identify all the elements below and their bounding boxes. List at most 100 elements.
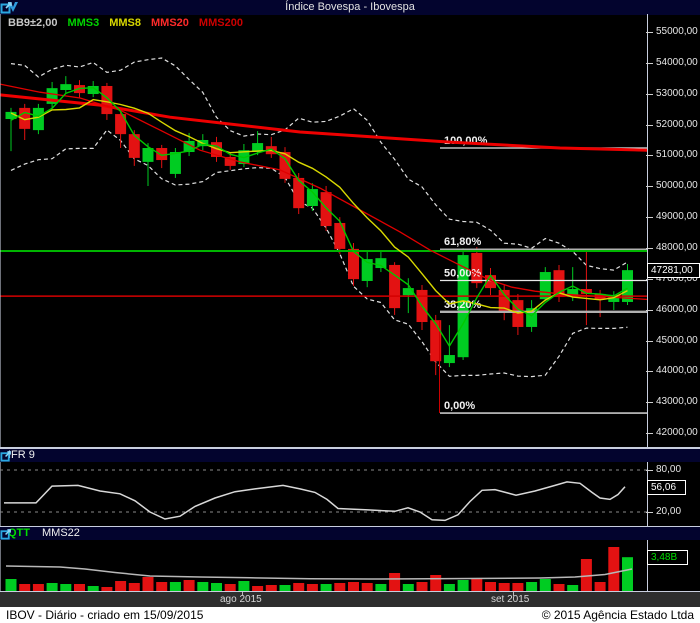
candlestick — [211, 142, 222, 157]
fib-label: 61,80% — [444, 236, 482, 248]
candlestick — [156, 148, 168, 161]
price-tick-label: 52000,00 — [656, 118, 698, 130]
price-tick-label: 47000,00 — [656, 272, 698, 284]
axis-tick — [646, 402, 653, 404]
price-tick-label: 55000,00 — [656, 26, 698, 37]
rsi-tick-label: 20,00 — [656, 506, 682, 517]
candlestick — [5, 111, 17, 120]
fib-label: 50,00% — [444, 268, 482, 280]
mms200-line — [0, 93, 649, 152]
volume-bar — [128, 583, 140, 592]
volume-bar — [142, 577, 154, 592]
candlestick — [46, 88, 58, 104]
volume-bar — [416, 582, 428, 592]
candlestick — [608, 294, 620, 302]
candlestick — [622, 270, 633, 302]
candlestick — [457, 255, 469, 358]
volume-bar — [471, 578, 483, 592]
volume-bar — [101, 587, 113, 592]
volume-bar — [265, 585, 277, 592]
legend-item: MMS3 — [67, 17, 100, 29]
candlestick — [348, 248, 359, 280]
volume-bar — [430, 575, 442, 592]
price-tick-label: 53000,00 — [656, 87, 698, 99]
volume-bar — [115, 581, 127, 592]
date-tick — [513, 592, 514, 596]
mms20-line — [0, 83, 649, 301]
volume-bar — [306, 584, 318, 592]
legend-item: MMS200 — [198, 17, 243, 29]
rsi-tick-label: 80,00 — [656, 464, 682, 475]
volume-bar — [46, 583, 58, 592]
volume-bar — [375, 584, 387, 592]
candlestick — [580, 289, 592, 294]
price-tick-label: 54000,00 — [656, 56, 698, 68]
volume-bar — [594, 582, 606, 592]
axis-tick — [646, 247, 653, 249]
main-price-chart: 100,00%61,80%50,00%38,20%0,00% — [0, 57, 649, 414]
axis-tick — [646, 93, 653, 95]
volume-bar — [512, 583, 524, 592]
volume-bar — [238, 581, 250, 592]
candlestick — [375, 258, 387, 269]
price-tick-label: 43000,00 — [656, 396, 698, 408]
date-tick-label: set 2015 — [491, 594, 530, 605]
candlestick — [539, 272, 551, 300]
axis-tick — [646, 433, 653, 435]
axis-tick — [646, 155, 653, 157]
candlestick — [60, 84, 72, 91]
candlestick — [443, 355, 455, 364]
candlestick — [224, 156, 236, 166]
volume-bar — [539, 579, 551, 592]
candlestick — [87, 85, 99, 95]
candlestick — [320, 192, 332, 227]
date-tick — [242, 592, 243, 596]
bollinger-upper-band — [10, 57, 628, 271]
volume-bar — [526, 582, 538, 592]
price-tick-label: 45000,00 — [656, 334, 698, 346]
external-link-icon[interactable] — [0, 528, 12, 540]
volume-bar — [293, 583, 305, 592]
candlestick — [430, 320, 442, 362]
candlestick — [169, 152, 181, 174]
volume-bar — [279, 585, 291, 592]
legend-item: MMS20 — [151, 17, 189, 29]
volume-bar — [567, 585, 579, 592]
axis-tick — [646, 340, 653, 342]
axis-tick — [646, 512, 653, 513]
ifr-value-box: 56,06 — [647, 480, 686, 495]
axis-tick — [646, 62, 653, 64]
volume-bar — [252, 586, 264, 592]
axis-tick — [646, 124, 653, 126]
external-link-icon[interactable] — [0, 450, 12, 462]
left-border — [0, 14, 1, 592]
panel-divider — [0, 447, 700, 448]
qtt-mms-label: MMS22 — [42, 527, 80, 539]
volume-bar — [87, 586, 99, 592]
candlestick — [526, 308, 538, 327]
candlestick — [402, 288, 414, 296]
ifr-panel-header: IFR 9 — [0, 448, 700, 462]
candlestick — [183, 140, 195, 153]
candlestick — [32, 107, 44, 131]
candlestick — [498, 289, 510, 313]
external-link-icon[interactable] — [0, 1, 13, 14]
candlestick — [306, 189, 318, 207]
volume-mms22-line — [5, 565, 633, 580]
qtt-label: QTT — [8, 527, 30, 539]
ifr-rsi-chart — [0, 469, 648, 522]
volume-value-box: 3,48B — [647, 550, 688, 565]
panel-divider — [0, 526, 700, 527]
price-tick-label: 42000,00 — [656, 427, 698, 439]
candlestick — [567, 289, 579, 298]
axis-tick — [646, 278, 653, 280]
volume-bar — [402, 584, 414, 592]
mms3-line — [10, 86, 628, 348]
price-tick-label: 48000,00 — [656, 241, 698, 253]
volume-bar — [622, 557, 633, 592]
axis-tick — [646, 309, 653, 311]
candlestick — [334, 222, 346, 249]
volume-bar — [156, 582, 168, 592]
axis-tick — [646, 217, 653, 219]
